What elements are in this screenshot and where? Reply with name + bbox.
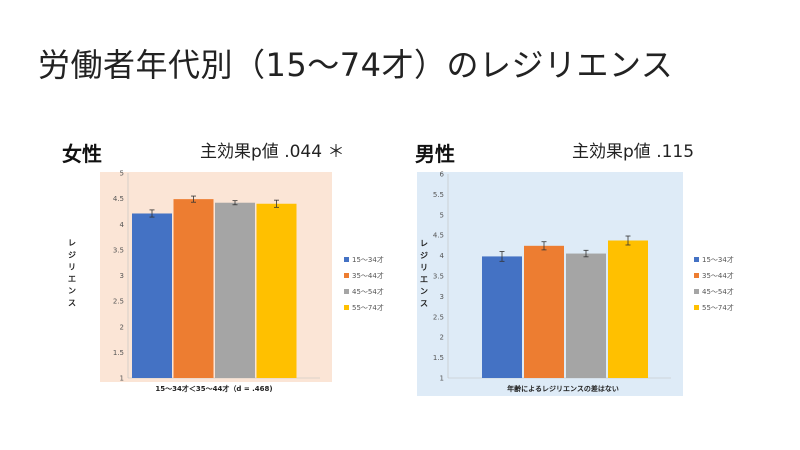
female-bar-3	[215, 202, 255, 378]
female-bar-1	[132, 213, 172, 378]
male-y-tick-label: 6	[440, 171, 445, 179]
female-y-tick-label: 1.5	[113, 349, 124, 357]
male-y-axis-label-char: ン	[420, 287, 428, 296]
slide-title: 労働者年代別（15～74才）のレジリエンス	[38, 46, 674, 84]
male-y-axis-label-char: レ	[420, 239, 428, 248]
female-y-tick-label: 3.5	[113, 246, 124, 254]
female-effect-text: 主効果p値 .044 ＊	[200, 142, 345, 162]
male-legend-swatch-1	[694, 257, 699, 262]
female-error-bar-2	[191, 195, 196, 203]
female-legend-label-3: 45～54才	[352, 287, 384, 296]
female-bar-4	[256, 203, 297, 378]
female-y-tick-label: 2	[120, 323, 124, 331]
female-legend-swatch-1	[344, 257, 349, 262]
female-panel-label: 女性	[62, 142, 102, 166]
male-y-tick-label: 4.5	[433, 232, 444, 240]
male-y-tick-label: 3	[440, 293, 444, 301]
male-y-axis-label: レジリエンス	[420, 239, 428, 308]
female-y-tick-label: 4.5	[113, 195, 124, 203]
female-x-caption: 15～34才＜35～44才（d = .468)	[155, 384, 272, 393]
female-legend-swatch-4	[344, 305, 349, 310]
male-legend-label-2: 35～44才	[702, 271, 734, 280]
male-legend-label-3: 45～54才	[702, 287, 734, 296]
male-y-axis-label-char: ス	[420, 299, 428, 308]
male-legend-swatch-4	[694, 305, 699, 310]
male-y-tick-label: 2.5	[433, 313, 444, 321]
male-y-axis-label-char: ジ	[420, 251, 428, 260]
male-y-tick-label: 5	[440, 211, 444, 219]
female-y-tick-label: 4	[120, 221, 125, 229]
female-legend-label-1: 15～34才	[352, 255, 384, 264]
male-y-tick-label: 3.5	[433, 273, 444, 281]
female-error-bar-1	[149, 209, 155, 218]
female-y-axis-label-char: ス	[68, 299, 76, 308]
male-legend-swatch-2	[694, 273, 699, 278]
female-bar-2	[173, 199, 214, 378]
male-legend-label-4: 55～74才	[702, 303, 734, 312]
female-y-axis-label-char: レ	[68, 239, 76, 248]
male-legend-swatch-3	[694, 289, 699, 294]
male-y-axis-label-char: リ	[420, 263, 428, 272]
male-y-tick-label: 1.5	[433, 354, 444, 362]
male-y-tick-label: 4	[440, 252, 445, 260]
female-y-axis-label-char: ジ	[68, 251, 76, 260]
male-y-axis-label-char: エ	[420, 275, 428, 284]
male-error-bar-4	[625, 235, 631, 246]
female-y-tick-label: 2.5	[113, 298, 124, 306]
female-legend-swatch-3	[344, 289, 349, 294]
female-legend-swatch-2	[344, 273, 349, 278]
male-y-tick-label: 2	[440, 334, 444, 342]
male-panel-label: 男性	[415, 142, 455, 166]
female-error-bar-3	[232, 200, 238, 206]
female-y-tick-label: 1	[120, 375, 124, 383]
male-y-tick-label: 5.5	[433, 191, 444, 199]
male-bar-1	[482, 256, 522, 378]
female-y-axis-label-char: リ	[68, 263, 76, 272]
male-legend-label-1: 15～34才	[702, 255, 734, 264]
male-error-bar-2	[541, 241, 547, 251]
female-y-axis-label-char: エ	[68, 275, 76, 284]
male-effect-text: 主効果p値 .115	[572, 142, 695, 162]
male-error-bar-3	[583, 249, 589, 258]
male-y-tick-label: 1	[440, 375, 444, 383]
female-y-axis-label-char: ン	[68, 287, 76, 296]
female-legend-label-2: 35～44才	[352, 271, 384, 280]
male-bar-2	[524, 245, 564, 378]
female-y-tick-label: 3	[120, 272, 124, 280]
female-y-tick-label: 5	[120, 170, 124, 178]
male-bar-4	[608, 240, 648, 378]
male-bar-3	[566, 253, 606, 378]
male-error-bar-1	[499, 251, 505, 262]
male-x-caption: 年齢によるレジリエンスの差はない	[507, 384, 619, 393]
female-legend-label-4: 55～74才	[352, 303, 384, 312]
female-error-bar-4	[274, 199, 279, 208]
female-y-axis-label: レジリエンス	[68, 239, 76, 308]
